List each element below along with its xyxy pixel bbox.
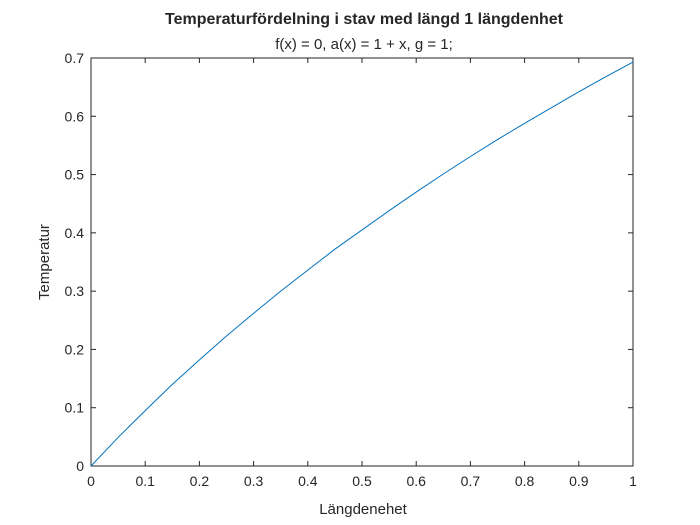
y-tick-label: 0.2 [65, 341, 85, 357]
x-tick-label: 0.7 [461, 473, 481, 489]
y-tick-label: 0.3 [65, 283, 85, 299]
x-axis-label: Längdenehet [319, 501, 407, 518]
y-tick-label: 0 [76, 458, 84, 474]
chart-subtitle: f(x) = 0, a(x) = 1 + x, g = 1; [275, 36, 453, 53]
y-tick-label: 0.7 [65, 50, 85, 66]
y-tick-label: 0.1 [65, 400, 85, 416]
x-tick-label: 0.3 [244, 473, 264, 489]
axes-box [90, 57, 634, 467]
x-tick-label: 0.5 [352, 473, 372, 489]
x-tick-label: 0.4 [298, 473, 318, 489]
x-tick-label: 0.1 [135, 473, 155, 489]
y-tick-label: 0.4 [65, 225, 85, 241]
x-tick-label: 0.8 [515, 473, 535, 489]
x-tick-label: 1 [629, 473, 637, 489]
x-tick-label: 0.2 [190, 473, 210, 489]
plot-area: 0 0.1 0.2 0.3 0.4 0.5 0.6 0.7 0.8 0.9 1 0 0.1 0.2 0.3 0… [65, 50, 638, 489]
y-tick-label: 0.6 [65, 108, 85, 124]
x-tick-label: 0 [87, 473, 95, 489]
x-tick-label: 0.9 [569, 473, 589, 489]
y-axis-label: Temperatur [36, 224, 53, 300]
chart-title: Temperaturfördelning i stav med längd 1 … [165, 11, 564, 28]
temperature-series-line [90, 61, 634, 467]
x-tick-label: 0.6 [406, 473, 426, 489]
y-tick-label: 0.5 [65, 167, 85, 183]
